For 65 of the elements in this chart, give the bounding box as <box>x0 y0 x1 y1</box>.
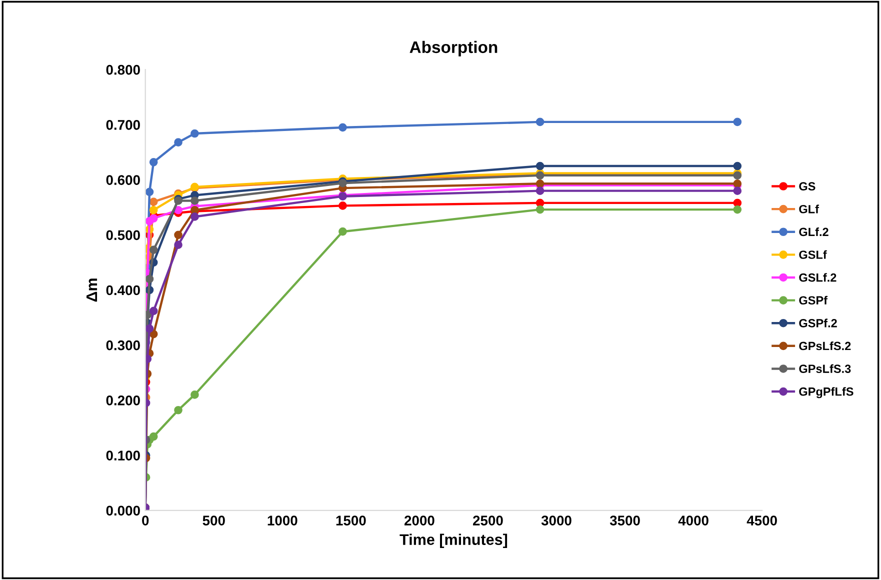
point <box>145 188 154 196</box>
point <box>149 198 158 206</box>
legend-label: GSPf.2 <box>799 318 837 328</box>
point <box>733 162 742 170</box>
y-tick-label: 0.700 <box>106 120 140 130</box>
point <box>338 227 347 236</box>
point <box>145 324 154 333</box>
point <box>733 186 742 195</box>
x-tick-label: 3500 <box>610 516 640 526</box>
point <box>536 118 544 126</box>
y-tick-label: 0.600 <box>106 175 140 185</box>
legend-label: GSLf.2 <box>799 273 836 282</box>
legend-label: GS <box>799 182 816 190</box>
y-tick-label: 0.200 <box>106 396 140 406</box>
point <box>536 198 544 208</box>
x-tick-label: 2500 <box>473 516 503 526</box>
x-tick-label: 0 <box>142 516 149 526</box>
legend-label: GSPf <box>799 296 828 305</box>
point <box>149 206 158 214</box>
legend-label: GPsLfS.2 <box>799 342 851 350</box>
point <box>733 118 742 126</box>
x-tick-label: 1000 <box>268 516 298 526</box>
point <box>174 240 182 249</box>
x-tick-label: 3000 <box>541 516 572 526</box>
y-tick-label: 0.400 <box>106 285 140 296</box>
point <box>338 123 347 132</box>
x-tick-label: 500 <box>202 516 225 526</box>
legend-label: GPgPfLfS <box>799 387 854 398</box>
y-tick-label: 0.000 <box>106 506 140 516</box>
x-tick-label: 1500 <box>336 516 366 526</box>
point <box>174 406 182 414</box>
point <box>190 390 199 399</box>
point <box>174 138 182 146</box>
y-tick-label: 0.800 <box>106 64 140 75</box>
point <box>190 196 199 205</box>
legend-label: GLf <box>799 204 820 214</box>
y-axis-title: Δm <box>86 278 98 302</box>
point <box>174 230 182 240</box>
legend-label: GLf.2 <box>799 227 828 236</box>
point <box>733 205 742 214</box>
point <box>145 310 152 319</box>
legend-label: GPsLfS.3 <box>799 364 851 373</box>
point <box>145 274 154 284</box>
point <box>536 162 544 170</box>
point <box>190 212 199 221</box>
point <box>174 206 182 214</box>
legend-label: GSLf <box>799 250 827 259</box>
x-tick-label: 2000 <box>404 516 434 526</box>
chart-title: Absorption <box>410 40 498 56</box>
y-tick-label: 0.100 <box>106 450 140 460</box>
y-tick-label: 0.500 <box>106 230 140 240</box>
point <box>149 246 158 254</box>
x-axis-title: Time [minutes] <box>400 534 508 548</box>
point <box>536 205 544 214</box>
point <box>190 129 199 138</box>
x-tick-label: 4500 <box>746 516 777 526</box>
point <box>149 306 158 316</box>
point <box>536 186 544 195</box>
point <box>145 354 152 364</box>
point <box>149 214 158 223</box>
point <box>338 202 347 210</box>
point <box>149 158 158 166</box>
x-tick-label: 4000 <box>678 516 708 526</box>
point <box>149 432 158 441</box>
y-tick-label: 0.300 <box>106 340 140 350</box>
